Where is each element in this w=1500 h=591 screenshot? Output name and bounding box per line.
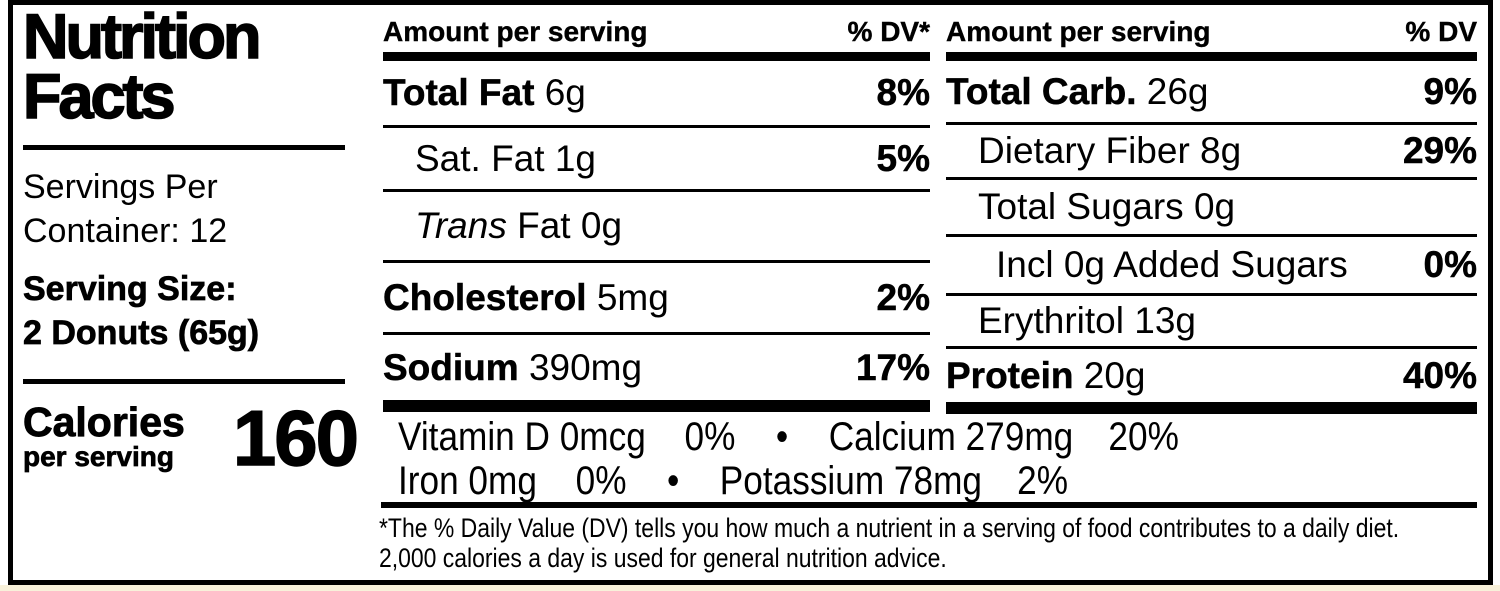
potassium-dv: 2% — [1017, 459, 1069, 503]
nutrient-row-total-carb: Total Carb. 26g 9% — [946, 61, 1477, 125]
dv-value: 8% — [876, 72, 930, 114]
nutrient-row-total-sugars: Total Sugars 0g — [946, 180, 1477, 237]
divider-above-footnote — [381, 502, 1477, 508]
calcium-dv: 20% — [1108, 415, 1179, 459]
title-line-1: Nutrition — [22, 2, 262, 72]
column-header: Amount per serving % DV — [946, 5, 1477, 52]
nutrition-facts-label: Nutrition Facts Servings Per Container: … — [8, 0, 1493, 585]
percent-dv-header: % DV* — [847, 16, 930, 47]
servings-line-2: Container: 12 — [23, 212, 228, 250]
amount-per-serving-header: Amount per serving — [946, 16, 1211, 47]
calories-labels: Calories per serving — [23, 399, 186, 472]
nutrient-row-added-sugars: Incl 0g Added Sugars 0% — [946, 237, 1477, 296]
overview-column: Nutrition Facts — [22, 2, 357, 132]
iron: Iron 0mg — [398, 459, 537, 503]
dv-value: 29% — [1402, 130, 1478, 172]
micronutrient-line-2: Iron 0mg 0% • Potassium 78mg 2% — [398, 459, 1478, 503]
nutrient-column-fat-sodium: Amount per serving % DV* Total Fat 6g 8%… — [383, 5, 930, 412]
dv-value: 5% — [876, 137, 930, 179]
dv-value: 17% — [855, 346, 931, 388]
label-title: Nutrition Facts — [22, 2, 357, 132]
nutrient-row-total-fat: Total Fat 6g 8% — [383, 61, 930, 128]
calories-sub-label: per serving — [23, 441, 175, 472]
header-bar — [383, 52, 930, 61]
nutrient-row-sodium: Sodium 390mg 17% — [383, 346, 931, 388]
potassium: Potassium 78mg — [719, 459, 982, 503]
vitamin-d-dv: 0% — [684, 415, 736, 459]
column-bottom-bar — [383, 400, 930, 412]
column-bottom-bar — [946, 402, 1477, 414]
nutrient-row-erythritol: Erythritol 13g — [946, 296, 1477, 349]
nutrient-row-cholesterol: Cholesterol 5mg 2% — [383, 263, 930, 335]
serving-size: Serving Size: 2 Donuts (65g) — [23, 267, 260, 355]
dv-value: 2% — [876, 276, 930, 318]
dv-value: 0% — [1423, 244, 1477, 286]
divider-under-title — [23, 145, 345, 150]
calcium: Calcium 279mg — [828, 415, 1074, 459]
vitamin-d: Vitamin D 0mcg — [398, 415, 646, 459]
footnote-line-2: 2,000 calories a day is used for general… — [379, 543, 947, 573]
percent-dv-header: % DV — [1405, 16, 1477, 47]
divider-under-serving-size — [23, 379, 345, 384]
nutrient-row-dietary-fiber: Dietary Fiber 8g 29% — [946, 125, 1477, 180]
micronutrients-section: Vitamin D 0mcg 0% • Calcium 279mg 20% Iron 0… — [398, 415, 1478, 503]
bullet-separator: • — [666, 459, 680, 503]
header-bar — [946, 52, 1477, 61]
nutrient-row-trans-fat: Trans Fat 0g — [383, 192, 930, 263]
calories-section: Calories per serving 160 — [23, 394, 360, 482]
nutrient-row-sat-fat: Sat. Fat 1g 5% — [383, 128, 930, 192]
serving-size-line-2: 2 Donuts (65g) — [23, 314, 260, 353]
servings-per-container: Servings Per Container: 12 — [23, 165, 227, 253]
column-header: Amount per serving % DV* — [383, 5, 930, 52]
micronutrient-line-1: Vitamin D 0mcg 0% • Calcium 279mg 20% — [398, 415, 1478, 459]
footnote-line-1: *The % Daily Value (DV) tells you how mu… — [379, 513, 1400, 543]
iron-dv: 0% — [575, 459, 627, 503]
amount-per-serving-header: Amount per serving — [383, 16, 648, 47]
bullet-separator: • — [775, 415, 789, 459]
nutrient-column-carb-protein: Amount per serving % DV Total Carb. 26g … — [946, 5, 1477, 414]
dv-value: 9% — [1423, 70, 1477, 112]
serving-size-line-1: Serving Size: — [23, 270, 237, 309]
calories-value: 160 — [232, 394, 360, 482]
calories-label: Calories — [23, 399, 186, 445]
dv-value: 40% — [1402, 354, 1478, 396]
nutrient-row-protein: Protein 20g 40% — [946, 354, 1478, 396]
page-bottom-strip — [0, 585, 1500, 591]
daily-value-footnote: *The % Daily Value (DV) tells you how mu… — [379, 513, 1489, 573]
title-line-2: Facts — [22, 62, 176, 132]
servings-line-1: Servings Per — [23, 168, 218, 206]
